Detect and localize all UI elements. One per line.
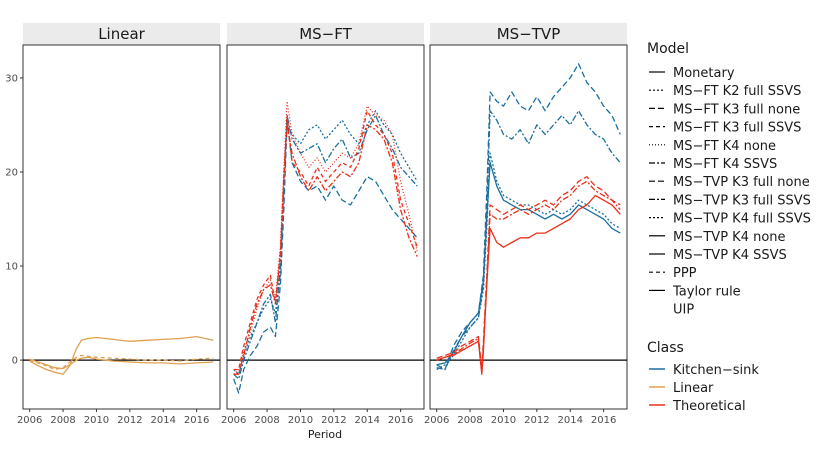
legend-label-ms-ft-k4-none: MS−FT K4 none — [673, 139, 776, 154]
x-tick-label: 2012 — [117, 415, 142, 426]
legend-label-ms-tvp-k4-full-ssvs: MS−TVP K4 full SSVS — [673, 212, 811, 227]
series-line-ms-tvp-k4-none — [436, 161, 621, 366]
panel-title-ms-tvp: MS−TVP — [497, 25, 561, 43]
panel-frame-ms-tvp — [429, 44, 628, 410]
legend-label-linear: Linear — [673, 381, 714, 396]
x-tick-label: 2006 — [424, 415, 449, 426]
x-tick-label: 2016 — [184, 415, 209, 426]
legend-label-ms-tvp-k3-full-none: MS−TVP K3 full none — [673, 175, 810, 190]
legend-title-model: Model — [647, 41, 689, 57]
panel-ms-tvp: MS−TVP 2006 2008 2010 2012 2014 2016 — [424, 23, 628, 426]
series-line-uip — [29, 356, 214, 370]
legend-label-ms-ft-k4-ssvs: MS−FT K4 SSVS — [673, 157, 777, 172]
x-tick-label: 2016 — [591, 415, 616, 426]
panel-title-linear: Linear — [98, 25, 145, 43]
panel-ms-ft: MS−FT 2006 2008 2010 2012 2014 2016 — [221, 23, 425, 426]
x-tick-label: 2008 — [457, 415, 482, 426]
legend-label-uip: UIP — [673, 303, 694, 318]
legend-label-kitchen-sink: Kitchen−sink — [673, 363, 759, 378]
legend-label-ms-tvp-k4-none: MS−TVP K4 none — [673, 230, 786, 245]
legend: Model Monetary MS−FT K2 full SSVS MS−FT K3 … — [647, 41, 811, 414]
x-tick-label: 2008 — [254, 415, 279, 426]
series-line-monetary — [436, 176, 621, 371]
legend-label-ms-tvp-k3-full-ssvs: MS−TVP K3 full SSVS — [673, 193, 811, 208]
legend-label-ms-tvp-k4-ssvs: MS−TVP K4 SSVS — [673, 248, 787, 263]
panel-strip-ms-tvp — [430, 23, 627, 45]
series-line-ms-tvp-k4-ssvs — [436, 194, 621, 375]
panel-frame-linear — [22, 44, 221, 410]
panel-strip-ms-ft — [227, 23, 424, 45]
x-tick-label: 2006 — [17, 415, 42, 426]
series-line-ppp — [29, 354, 214, 371]
y-tick-label: 10 — [5, 262, 18, 273]
series-line-ms-ft-k3-full-none — [233, 119, 418, 394]
panel-strip-linear — [23, 23, 220, 45]
x-tick-label: 2010 — [491, 415, 516, 426]
legend-label-ppp: PPP — [673, 266, 697, 281]
series-line-taylor-rule — [29, 335, 214, 375]
panel-title-ms-ft: MS−FT — [299, 25, 352, 43]
x-tick-label: 2016 — [388, 415, 413, 426]
legend-title-class: Class — [647, 340, 684, 356]
legend-label-ms-ft-k2-full-ssvs: MS−FT K2 full SSVS — [673, 84, 801, 99]
x-tick-label: 2012 — [524, 415, 549, 426]
x-tick-label: 2010 — [84, 415, 109, 426]
y-tick-label: 30 — [5, 73, 18, 84]
legend-label-monetary: Monetary — [673, 66, 735, 81]
legend-label-ms-ft-k3-full-none: MS−FT K3 full none — [673, 102, 800, 117]
x-tick-label: 2014 — [355, 415, 380, 426]
series-line-ms-tvp-k3-full-ssvs — [436, 110, 621, 371]
y-tick-label: 20 — [5, 167, 18, 178]
y-tick-label: 0 — [12, 356, 18, 367]
x-axis-title: Period — [308, 428, 342, 441]
legend-label-theoretical: Theoretical — [672, 399, 746, 414]
panel-linear: Linear 0 10 20 30 2006 2008 2010 2012 2014 2016 — [5, 23, 221, 426]
series-line-ms-ft-k4-ssvs — [233, 114, 418, 380]
x-tick-label: 2014 — [558, 415, 583, 426]
x-tick-label: 2012 — [321, 415, 346, 426]
x-tick-label: 2010 — [288, 415, 313, 426]
panel-frame-ms-ft — [226, 44, 425, 410]
x-tick-label: 2006 — [221, 415, 246, 426]
x-tick-label: 2014 — [151, 415, 176, 426]
x-tick-label: 2008 — [50, 415, 75, 426]
series-line-ms-tvp-k3-full-ssvs-2 — [436, 180, 621, 373]
legend-label-ms-ft-k3-full-ssvs: MS−FT K3 full SSVS — [673, 121, 801, 136]
legend-label-taylor-rule: Taylor rule — [672, 284, 741, 299]
series-line-ms-ft-k4-none — [233, 100, 418, 375]
series-line-ms-ft-k3-full-ssvs — [233, 110, 418, 371]
series-line-ms-ft-k2-full-ssvs — [233, 110, 418, 375]
